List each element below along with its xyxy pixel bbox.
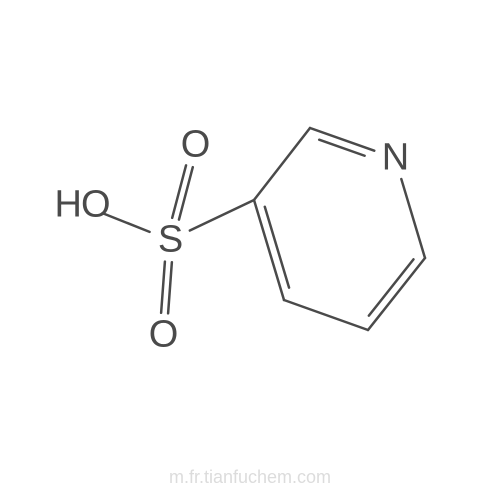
- molecule-diagram: [0, 0, 500, 500]
- atom-label-o1: O: [181, 124, 210, 167]
- watermark-text: m.fr.tianfuchem.com: [169, 467, 331, 488]
- atom-label-o2: O: [149, 314, 178, 357]
- atom-label-n: N: [382, 137, 408, 180]
- atom-label-s: S: [158, 219, 182, 262]
- atom-label-oh: HO: [55, 184, 110, 227]
